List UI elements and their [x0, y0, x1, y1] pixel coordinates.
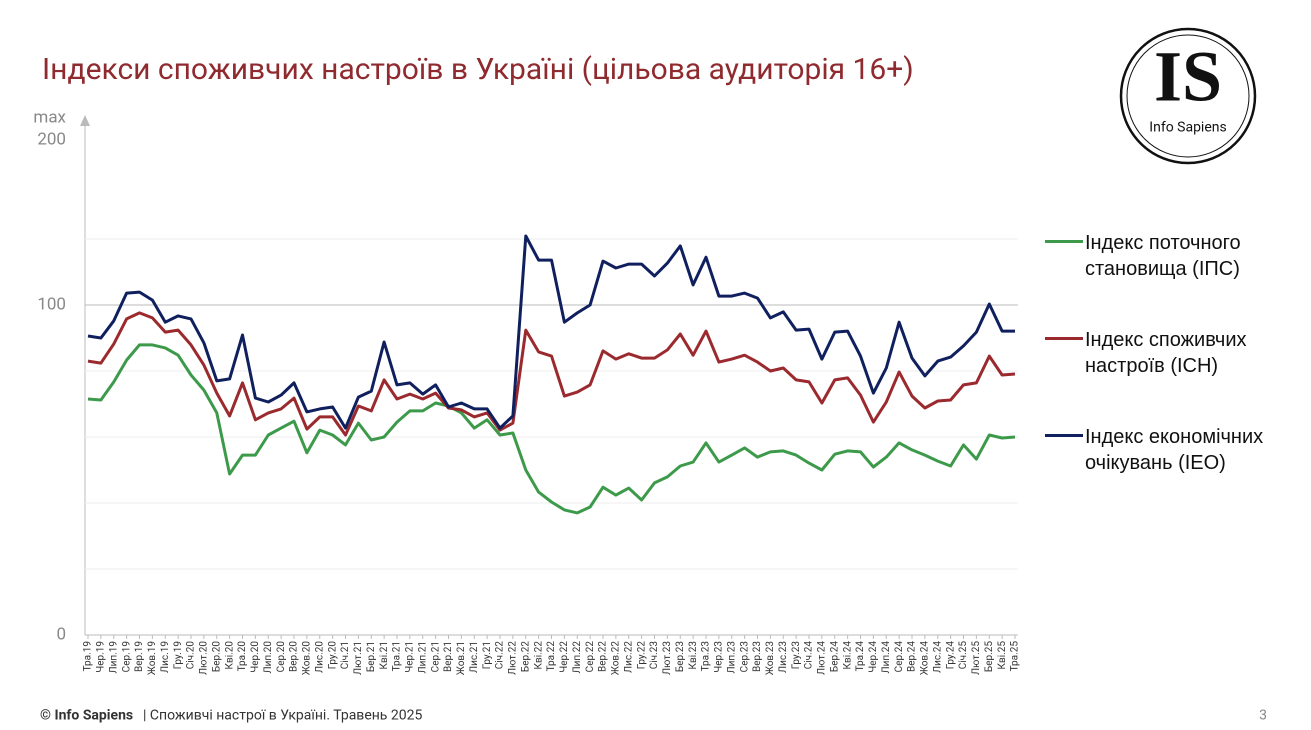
x-tick-label: Кві.21	[379, 641, 390, 669]
legend-entry: Індекс поточного становища (ІПС)	[1085, 232, 1241, 280]
y-axis-top-label: max	[33, 107, 66, 127]
x-tick-label: Тра.25	[1010, 641, 1021, 672]
x-tick-label: Вер.20	[289, 641, 300, 672]
legend-entry: Індекс економічних очікувань (ІЕО)	[1085, 426, 1264, 474]
logo-mark: IS	[1154, 37, 1222, 117]
x-tick-label: Бер.25	[984, 641, 995, 672]
legend-swatch	[1045, 240, 1083, 243]
series-line	[87, 343, 1016, 515]
x-tick-label: Чер.19	[96, 641, 107, 673]
x-tick-label: Сер.21	[430, 641, 441, 672]
x-tick-label: Січ.23	[649, 641, 660, 669]
x-tick-label: Чер.24	[868, 641, 879, 673]
x-tick-label: Тра.24	[855, 641, 866, 672]
x-tick-label: Тра.20	[237, 641, 248, 672]
x-tick-label: Тра.22	[546, 641, 557, 672]
x-tick-label: Кві.23	[688, 641, 699, 669]
x-tick-label: Лис.24	[932, 641, 943, 673]
x-tick-label: Чер.23	[714, 641, 725, 673]
x-tick-label: Гру.24	[945, 641, 956, 670]
chart-title: Індекси споживчих настроїв в Україні (ці…	[42, 52, 914, 87]
x-tick-label: Січ.24	[804, 641, 815, 670]
x-tick-label: Чер.20	[250, 641, 261, 673]
logo-ring-inner	[1126, 34, 1250, 158]
x-tick-label: Лип.24	[881, 641, 892, 674]
logo-ring	[1119, 27, 1257, 165]
x-tick-label: Січ.25	[958, 641, 969, 670]
x-tick-label: Січ.21	[340, 641, 351, 669]
x-tick-label: Гру.23	[791, 641, 802, 669]
x-tick-label: Тра.19	[83, 641, 94, 671]
page-number: 3	[1259, 708, 1267, 724]
footer-text: | Споживчі настрої в Україні. Травень 20…	[143, 708, 422, 724]
x-tick-label: Вер.22	[598, 641, 609, 672]
x-tick-label: Вер.23	[752, 641, 763, 672]
x-tick-label: Гру.19	[173, 641, 184, 669]
x-tick-label: Сер.22	[585, 641, 596, 673]
series-line	[87, 234, 1015, 430]
x-tick-label: Лют.20	[199, 641, 210, 675]
x-tick-label: Лис.22	[623, 641, 634, 673]
x-tick-label: Сер.19	[121, 641, 132, 672]
x-tick-label: Лис.23	[778, 641, 789, 673]
logo-name: Info Sapiens	[1149, 120, 1226, 136]
y-axis-top-label: 200	[37, 129, 66, 149]
x-tick-label: Лют.22	[508, 641, 519, 675]
x-tick-label: Сер.23	[739, 641, 750, 672]
x-tick-label: Жов.24	[920, 641, 931, 676]
x-tick-label: Жов.19	[147, 641, 158, 675]
x-tick-label: Січ.20	[186, 641, 197, 670]
x-tick-label: Бер.24	[829, 641, 840, 672]
x-tick-label: Бер.20	[211, 641, 222, 672]
x-tick-label: Лип.20	[263, 641, 274, 674]
x-tick-label: Тра.23	[701, 641, 712, 671]
x-tick-label: Лип.19	[108, 641, 119, 674]
x-tick-label: Лип.22	[572, 641, 583, 674]
x-tick-label: Вер.19	[134, 641, 145, 672]
x-tick-label: Чер.22	[559, 641, 570, 673]
x-tick-label: Вер.24	[907, 641, 918, 672]
x-tick-label: Лют.24	[817, 641, 828, 675]
x-tick-label: Кві.24	[842, 641, 853, 670]
x-tick-label: Тра.21	[392, 641, 403, 671]
x-tick-label: Бер.23	[675, 641, 686, 672]
x-tick-label: Жов.23	[765, 641, 776, 675]
x-tick-label: Лип.23	[726, 641, 737, 674]
y-tick-label: 100	[37, 294, 66, 314]
x-tick-label: Лип.21	[417, 641, 428, 674]
x-tick-label: Кві.20	[224, 641, 235, 670]
x-tick-label: Лис.20	[314, 641, 325, 673]
x-tick-label: Лис.19	[160, 641, 171, 673]
x-tick-label: Січ.22	[495, 641, 506, 670]
x-tick-label: Бер.21	[366, 641, 377, 672]
x-tick-label: Сер.20	[276, 641, 287, 673]
y-tick-label: 0	[56, 624, 66, 644]
x-tick-label: Лют.23	[662, 641, 673, 675]
x-tick-label: Лис.21	[469, 641, 480, 673]
x-tick-label: Гру.22	[636, 641, 647, 670]
legend-entry: Індекс споживчих настроїв (ІСН)	[1085, 329, 1247, 377]
x-tick-label: Кві.22	[533, 641, 544, 670]
x-tick-label: Сер.24	[894, 641, 905, 673]
x-tick-label: Лют.21	[353, 641, 364, 675]
x-tick-label: Лют.25	[971, 641, 982, 675]
x-tick-label: Жов.21	[456, 641, 467, 675]
x-tick-label: Жов.20	[302, 641, 313, 676]
x-tick-label: Бер.22	[520, 641, 531, 672]
legend-swatch	[1045, 434, 1083, 437]
y-axis-arrow	[80, 115, 90, 126]
x-tick-label: Гру.21	[482, 641, 493, 669]
x-tick-label: Гру.20	[327, 641, 338, 670]
series-line	[87, 311, 1016, 437]
x-tick-label: Жов.22	[611, 641, 622, 676]
x-tick-label: Чер.21	[405, 641, 416, 673]
footer-brand: © Info Sapiens	[40, 708, 133, 724]
x-tick-label: Вер.21	[443, 641, 454, 672]
legend-swatch	[1045, 337, 1083, 340]
x-tick-label: Кві.25	[997, 641, 1008, 670]
